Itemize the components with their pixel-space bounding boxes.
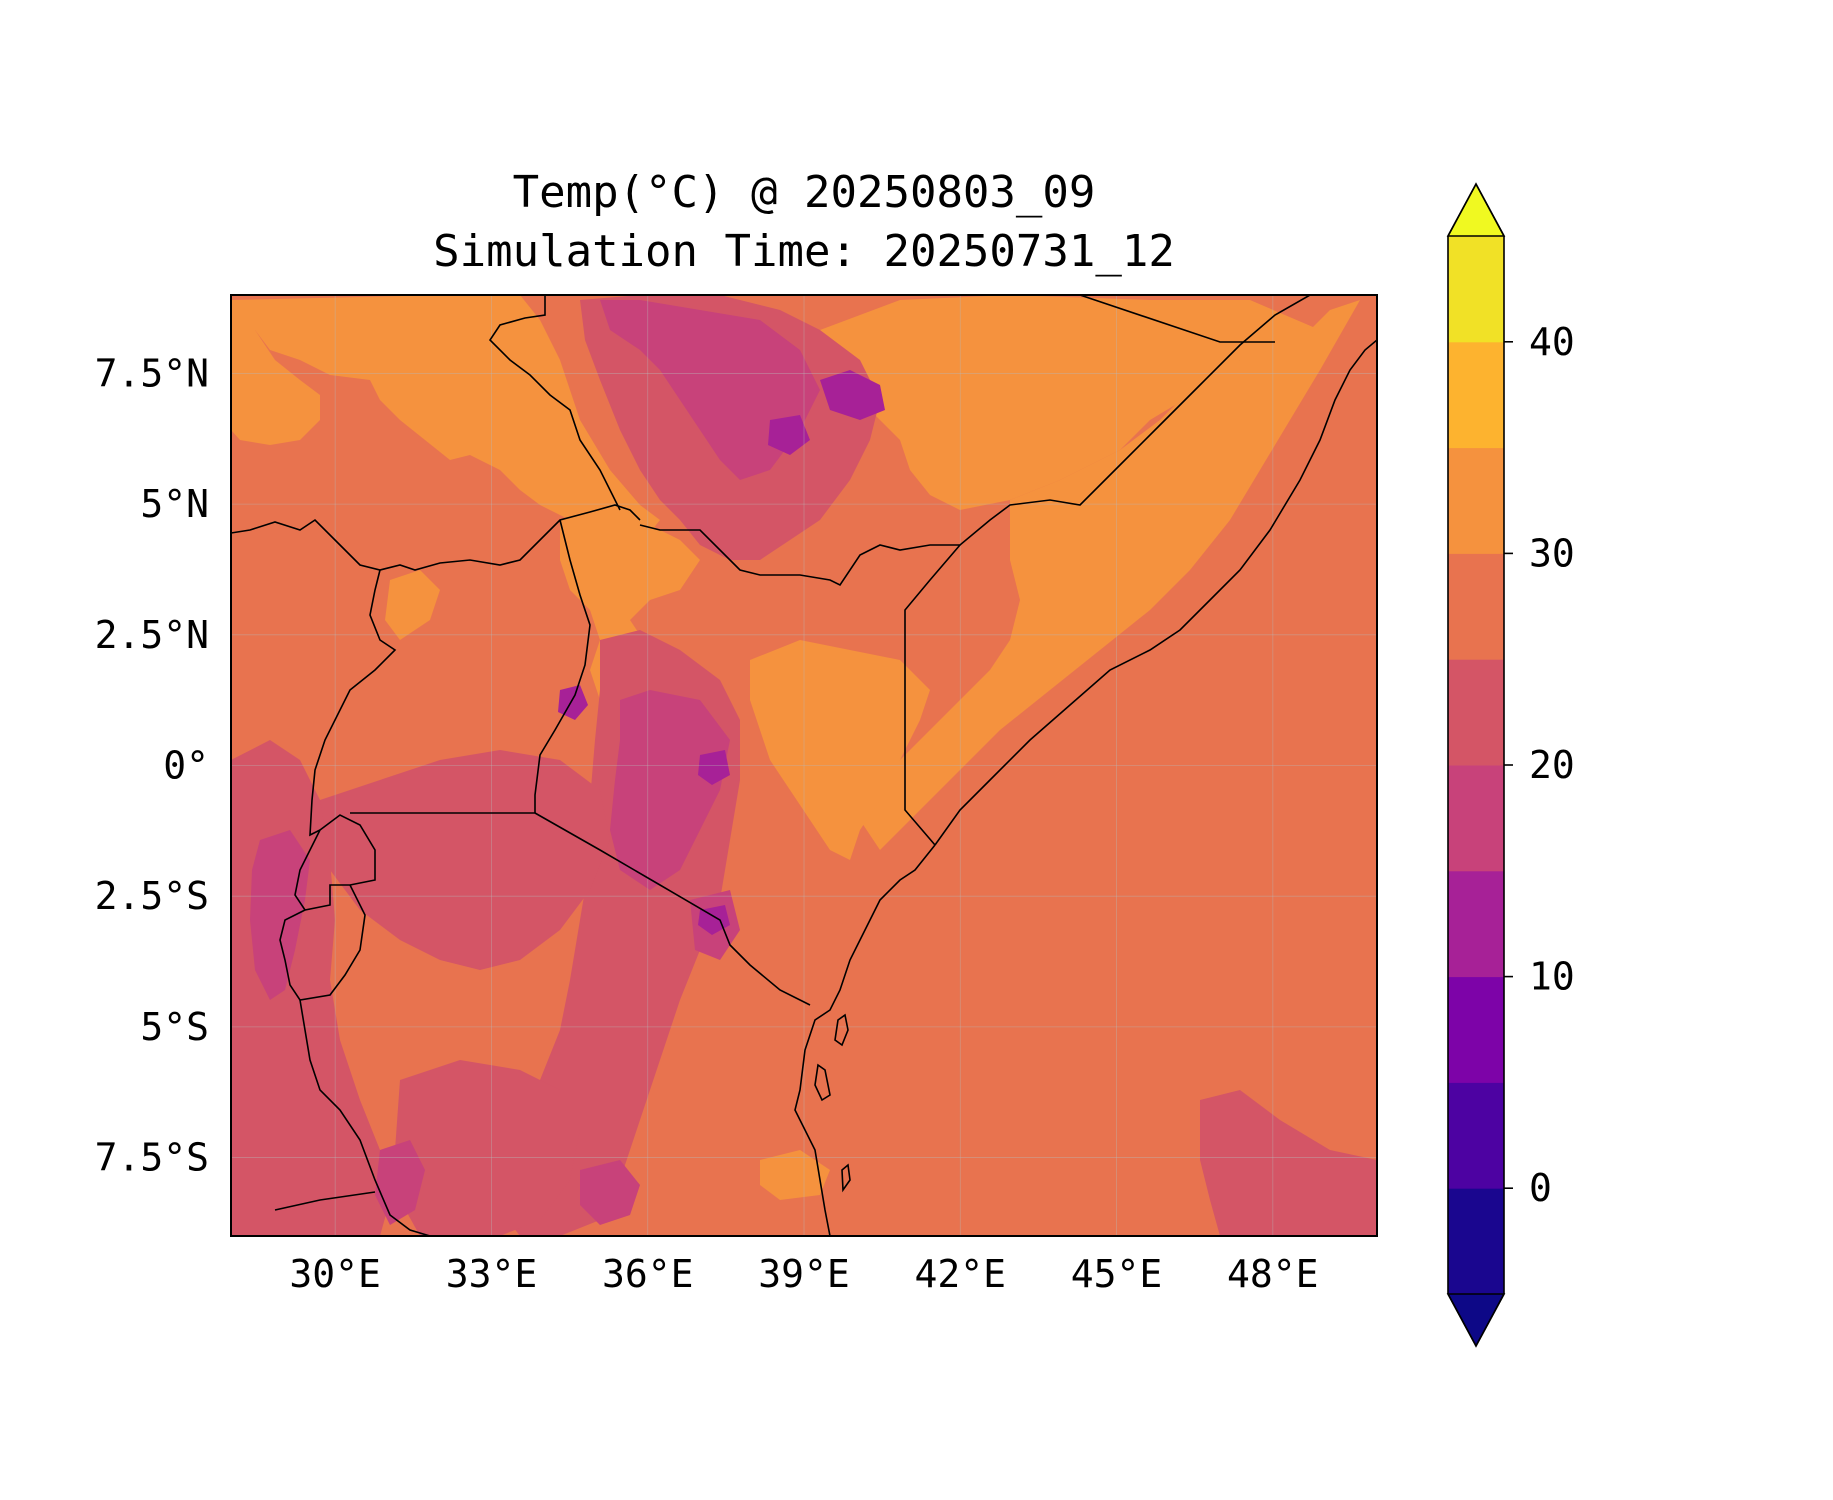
warm-region-somalia xyxy=(860,300,1360,850)
cool-region-ethiopia xyxy=(600,300,820,480)
cool-region-rift-kenya xyxy=(610,690,730,890)
colorbar-segment xyxy=(1448,976,1504,1083)
map-title: Temp(°C) @ 20250803_09 xyxy=(512,167,1096,218)
colorbar-tick-label: 10 xyxy=(1529,955,1575,999)
colorbar-segment xyxy=(1448,659,1504,766)
country-borders xyxy=(231,295,1377,1236)
cool-region-southern-highlands xyxy=(580,1160,640,1225)
colorbar: 0 10 20 30 40 xyxy=(1446,182,1575,1348)
plot-frame xyxy=(230,294,1378,1237)
border-uganda-drc xyxy=(309,569,397,837)
border-mafia-island xyxy=(814,1063,831,1102)
border-uganda-kenya xyxy=(534,519,591,813)
border-zanzibar-island xyxy=(834,1013,849,1047)
border-ethiopia-kenya xyxy=(639,295,1311,587)
lon-tick-label: 36°E xyxy=(602,1252,694,1296)
border-sudan-ethiopia xyxy=(488,295,621,511)
border-east-coast xyxy=(794,844,936,1236)
border-south-sudan-north xyxy=(231,504,641,571)
map-gridlines xyxy=(231,295,1377,1236)
border-kenya-tanzania xyxy=(534,812,811,1006)
warm-region-turkana xyxy=(560,510,700,720)
lon-tick-label: 39°E xyxy=(758,1252,850,1296)
mid-region-lake-victoria-basin xyxy=(320,750,610,970)
cool-zone-15-20 xyxy=(250,300,820,1225)
mid-region-southern-highlands xyxy=(395,1060,580,1236)
colorbar-extend-min xyxy=(1446,1293,1506,1348)
lon-tick-label: 30°E xyxy=(289,1252,381,1296)
lat-tick-label: 2.5°S xyxy=(95,874,209,918)
colorbar-tick-label: 30 xyxy=(1529,531,1575,575)
cool-region-rwanda-burundi xyxy=(250,830,310,1000)
lat-tick-label: 0° xyxy=(163,744,209,788)
colorbar-segment xyxy=(1448,236,1504,343)
warm-zone-30-35 xyxy=(231,295,1360,1200)
latitude-axis: 7.5°N 5°N 2.5°N 0° 2.5°S 5°S 7.5°S xyxy=(95,351,209,1179)
warm-region-kenya-north xyxy=(750,640,930,860)
colorbar-segment xyxy=(1448,765,1504,872)
border-rwanda xyxy=(294,814,376,911)
warm-region-uganda-patch xyxy=(385,570,440,640)
warm-region-west-sudan xyxy=(231,330,320,445)
border-pemba-island xyxy=(841,1163,851,1193)
warm-region-ethiopia-east xyxy=(800,295,1320,510)
lat-tick-label: 7.5°S xyxy=(95,1136,209,1180)
cool-region-lake-nyasa-north xyxy=(375,1140,425,1225)
colorbar-tick-label: 20 xyxy=(1529,743,1575,787)
warm-region-tanzania-coast xyxy=(760,1150,830,1200)
cold-region-mt-kenya xyxy=(698,750,730,785)
cold-region-ethiopia-west xyxy=(768,415,810,455)
cold-region-ethiopia-peak xyxy=(820,370,885,420)
colorbar-segment xyxy=(1448,1188,1504,1295)
colorbar-tick-label: 40 xyxy=(1529,320,1575,364)
lon-tick-label: 42°E xyxy=(915,1252,1007,1296)
lat-tick-label: 5°S xyxy=(140,1005,209,1049)
colorbar-segment xyxy=(1448,341,1504,449)
colorbar-segment xyxy=(1448,447,1504,554)
border-tanzania-lake-tanganyika xyxy=(299,999,431,1236)
lon-tick-label: 45°E xyxy=(1071,1252,1163,1296)
colorbar-tick-label: 0 xyxy=(1529,1166,1552,1210)
colorbar-extend-max xyxy=(1446,182,1506,237)
colorbar-segment xyxy=(1448,870,1504,978)
map-subtitle: Simulation Time: 20250731_12 xyxy=(433,226,1175,277)
border-kenya-somalia xyxy=(904,544,961,846)
warm-region-north-sudan xyxy=(231,295,660,545)
lat-tick-label: 2.5°N xyxy=(95,613,209,657)
colorbar-segment xyxy=(1448,1082,1504,1189)
lat-tick-label: 7.5°N xyxy=(95,351,209,395)
lon-tick-label: 33°E xyxy=(446,1252,538,1296)
colorbar-segment xyxy=(1448,553,1504,660)
lon-tick-label: 48°E xyxy=(1227,1252,1319,1296)
temperature-field xyxy=(231,295,1377,1236)
mid-region-southeast-ocean xyxy=(1200,1090,1377,1236)
border-somalia-coast xyxy=(934,339,1377,846)
longitude-axis: 30°E 33°E 36°E 39°E 42°E 45°E 48°E xyxy=(289,1252,1318,1296)
colorbar-outline xyxy=(1447,182,1505,1348)
border-somalia-ethiopia-upper xyxy=(1079,295,1275,343)
border-tanzania-zambia xyxy=(274,1191,376,1211)
lat-tick-label: 5°N xyxy=(140,482,209,526)
